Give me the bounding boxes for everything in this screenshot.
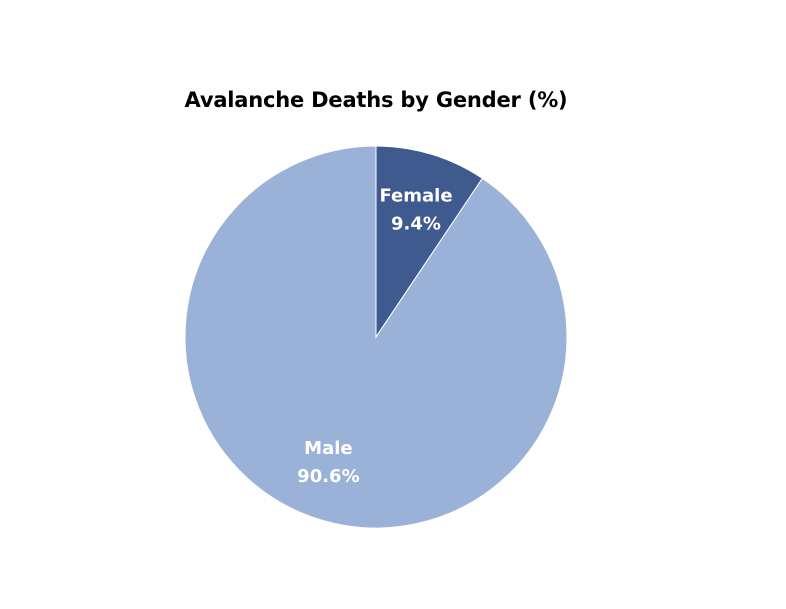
slice-value-male: 90.6% <box>297 466 359 487</box>
slice-label-male: Male <box>304 438 352 459</box>
pie-slice-female <box>375 145 484 339</box>
slice-label-female: Female <box>379 185 452 206</box>
pie-slices <box>184 145 568 529</box>
pie-labels: Female 9.4% Male 90.6% <box>297 185 452 486</box>
chart-title: Avalanche Deaths by Gender (%) <box>184 88 568 112</box>
pie-slice-male <box>184 145 568 529</box>
slice-value-female: 9.4% <box>391 213 441 234</box>
